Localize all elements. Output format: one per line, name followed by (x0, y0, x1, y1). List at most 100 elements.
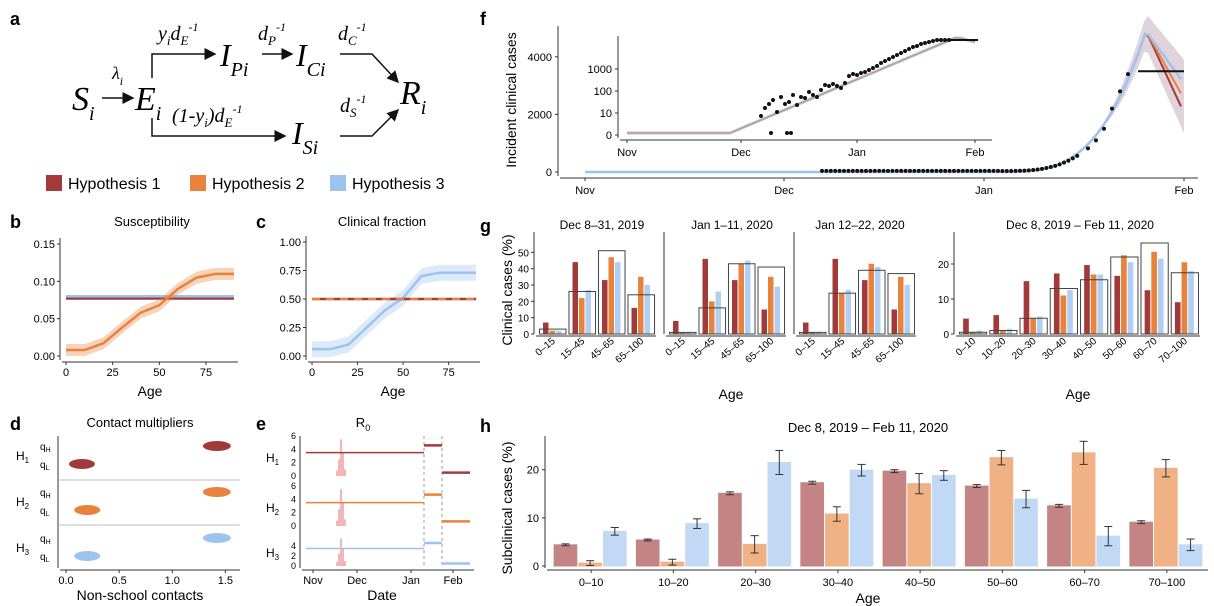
legend-label-h3: Hypothesis 3 (352, 176, 445, 193)
panel-letter-b: b (10, 212, 21, 232)
panel-f-observed-point (1040, 166, 1044, 171)
xlabel-d: Non-school contacts (77, 587, 204, 603)
panel-e-ytick-label: 6 (291, 431, 296, 441)
panel-g-observed-box (627, 294, 656, 335)
panel-b-xtick-label: 50 (153, 367, 165, 379)
panel-d-xtick-label: 0.0 (58, 575, 73, 587)
panel-f-xtick-label: Dec (774, 185, 794, 197)
panel-f-inset-observed-point (871, 66, 875, 70)
panel-f-observed-point (820, 168, 824, 173)
panel-f-inset-observed-point (759, 114, 763, 118)
panel-g-observed-box (1110, 256, 1139, 335)
panel-g-bar-h3 (1188, 271, 1194, 334)
panel-f-inset-xtick-label: Dec (731, 147, 751, 159)
panel-g-observed-box (1080, 279, 1109, 335)
panel-f-observed-point (930, 168, 934, 173)
panel-g-observed-box (798, 331, 827, 335)
panel-f-inset-series-3 (627, 36, 976, 135)
panel-h-bar-h1 (553, 544, 578, 567)
panel-g-bar-h1 (832, 258, 839, 334)
label-lambda: λi (111, 63, 123, 88)
panel-f-observed-point (824, 168, 829, 173)
panel-g-xtick-label: 45–65 (848, 336, 877, 363)
panel-d-qL-label: qL (40, 506, 50, 518)
panel-f-xtick-label: Jan (975, 185, 993, 197)
panel-c-ytick-label: 0.75 (280, 266, 301, 278)
panel-g-xtick-label: 40–50 (1071, 336, 1100, 363)
node-IS: ISi (291, 115, 318, 159)
panel-f-observed-point (1066, 158, 1071, 163)
panel-f-inset-observed-point (789, 131, 793, 135)
panel-d-violin-qH-1 (202, 441, 231, 451)
node-IC: ICi (295, 37, 326, 81)
panel-h-ytick-label: 20 (527, 465, 539, 477)
panel-g-xtick-label: 45–65 (588, 336, 617, 363)
label-yd: yidE-1 (156, 20, 198, 48)
panel-h-ytick-label: 10 (527, 513, 539, 525)
panel-g-xtick-label: 0–15 (534, 336, 558, 359)
legend-swatch-h3 (330, 175, 346, 191)
panel-f-observed-point (974, 168, 978, 173)
panel-d-qH-label: qH (40, 534, 51, 546)
panel-g-bar-h1 (761, 309, 768, 334)
panel-f-inset-observed-point (779, 95, 783, 99)
panel-f-observed-point (921, 168, 926, 173)
panel-f-ytick-label: 4000 (528, 52, 552, 64)
title-d: Contact multipliers (87, 415, 194, 430)
panel-b-xtick-label: 75 (200, 367, 212, 379)
panel-f-inset-ytick-label: 10 (600, 108, 612, 120)
panel-d-qL-label: qL (40, 460, 50, 472)
panel-f-observed-point (1094, 138, 1098, 143)
panel-h-ytick-label: 0 (533, 561, 539, 573)
panel-f-observed-point (1053, 163, 1058, 168)
panel-f-inset-observed-point (827, 84, 831, 88)
legend-label-h2: Hypothesis 2 (212, 176, 305, 193)
panel-f-inset-observed-point (907, 47, 911, 51)
panel-f-observed-point (1031, 167, 1036, 172)
panel-g-ytick-label: 20 (518, 297, 530, 308)
panel-h-bar-h1 (882, 470, 907, 567)
panel-h-bar-h3 (849, 469, 874, 567)
panel-g-bar-h2 (1181, 262, 1188, 334)
panel-e-row-subscript: 2 (275, 508, 280, 517)
panel-g-xtick-label: 65–100 (744, 336, 777, 366)
panel-f-inset-observed-point (911, 45, 915, 49)
panel-letter-c: c (256, 212, 266, 232)
panel-h-xtick-label: 0–10 (579, 577, 603, 589)
panel-f-observed-point (1118, 89, 1122, 94)
panel-g-bar-h3 (1036, 316, 1043, 334)
panel-b-xtick-label: 25 (107, 367, 119, 379)
panel-g-bar-h2 (709, 301, 715, 334)
panel-b-series-2 (66, 272, 234, 352)
chart-layer: 0.000.050.100.150 25 50 750.000.250.500.751… (16, 16, 1208, 589)
panel-c-band-3 (312, 264, 476, 358)
legend-swatch-h2 (190, 175, 206, 191)
panel-f-observed-point (903, 168, 908, 173)
panel-f-inset-observed-point (807, 90, 811, 94)
panel-g-bar-h1 (963, 318, 969, 334)
title-h: Dec 8, 2019 – Feb 11, 2020 (788, 420, 948, 435)
panel-f-inset-observed-point (919, 42, 923, 46)
panel-f-inset-observed-point (771, 98, 775, 102)
panel-g-xtick-label: 10–20 (980, 336, 1009, 363)
node-R: Ri (399, 75, 426, 119)
panel-f-observed-point (1018, 168, 1022, 173)
panel-h-xtick-label: 30–40 (823, 577, 854, 589)
panel-h-bar-h3 (931, 474, 956, 567)
panel-f-inset-ytick-label: 1000 (588, 64, 612, 76)
panel-f-observed-point (1022, 168, 1027, 173)
panel-f-inset-observed-point (875, 64, 879, 68)
panel-g-bar-h2 (638, 276, 644, 334)
panel-g-xtick-label: 70–100 (1157, 336, 1190, 366)
panel-b-ytick-label: 0.05 (34, 314, 55, 326)
panel-e-hist-bar (338, 553, 340, 566)
panel-c-ytick-label: 0.25 (280, 323, 301, 335)
panel-g-bar-h2 (1060, 295, 1067, 334)
panel-f-observed-point (1057, 162, 1062, 167)
panel-g-bar-h3 (644, 285, 650, 334)
panel-d-group-subscript: 1 (25, 456, 30, 465)
panel-f-observed-point (982, 168, 987, 173)
panel-f-series-1 (585, 32, 1182, 173)
panel-g-subtitle-3: Jan 12–22, 2020 (815, 218, 905, 232)
xlabel-e: Date (367, 587, 397, 603)
